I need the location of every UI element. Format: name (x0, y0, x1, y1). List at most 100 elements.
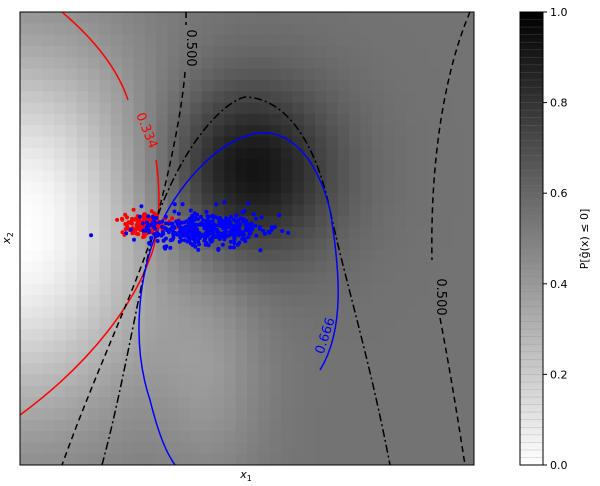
heatmap-cell (178, 136, 191, 149)
heatmap-cell (315, 317, 328, 330)
heatmap-cell (258, 34, 271, 47)
heatmap-cell (42, 12, 55, 24)
heatmap-cell (20, 57, 32, 70)
heatmap-cell (394, 68, 407, 81)
heatmap-cell (247, 170, 259, 183)
heatmap-cell (383, 113, 396, 126)
heatmap-cell (212, 261, 225, 274)
heatmap-cell (292, 453, 305, 465)
heatmap-cell (212, 34, 225, 47)
heatmap-cell (371, 91, 384, 104)
heatmap-cell (133, 249, 146, 262)
heatmap-cell (428, 340, 441, 353)
heatmap-cell (428, 442, 441, 455)
heatmap-cell (167, 45, 180, 58)
heatmap-cell (349, 34, 362, 47)
heatmap-cell (258, 12, 271, 24)
heatmap-cell (133, 295, 146, 308)
heatmap-cell (349, 147, 362, 160)
heatmap-cell (20, 227, 32, 240)
heatmap-cell (65, 397, 78, 409)
heatmap-cell (394, 408, 407, 421)
heatmap-cell (65, 34, 78, 47)
scatter-point (146, 214, 151, 219)
heatmap-cell (167, 136, 180, 149)
heatmap-cell (224, 91, 237, 104)
heatmap-cell (224, 102, 237, 115)
colorbar-tick-label: 1.0 (550, 6, 568, 19)
heatmap-cell (394, 147, 407, 160)
heatmap-cell (65, 306, 78, 319)
heatmap-cell (394, 363, 407, 375)
heatmap-cell (383, 261, 396, 274)
scatter-point (163, 214, 168, 219)
scatter-point (272, 225, 277, 229)
heatmap-cell (349, 306, 362, 319)
heatmap-cell (144, 170, 157, 183)
heatmap-cell (247, 159, 259, 172)
heatmap-cell (201, 193, 214, 206)
heatmap-cell (405, 295, 418, 308)
heatmap-cell (201, 363, 214, 375)
heatmap-cell (292, 23, 305, 36)
heatmap-cell (178, 113, 191, 126)
heatmap-cell (65, 159, 78, 172)
heatmap-cell (178, 125, 191, 138)
heatmap-cell (212, 249, 225, 262)
heatmap-cell (258, 363, 271, 375)
heatmap-cell (54, 374, 66, 387)
heatmap-cell (156, 419, 169, 432)
heatmap-cell (178, 57, 191, 70)
scatter-point (170, 216, 175, 221)
heatmap-cell (383, 385, 396, 398)
heatmap-cell (405, 136, 418, 149)
heatmap-cell (122, 193, 135, 206)
heatmap-cell (439, 23, 452, 36)
heatmap-cell (360, 453, 373, 465)
scatter-point (136, 219, 141, 223)
heatmap-cell (371, 442, 384, 455)
scatter-points (89, 200, 291, 253)
heatmap-cell (428, 159, 441, 172)
heatmap-cell (371, 227, 384, 240)
heatmap-cell (269, 340, 282, 353)
heatmap-cell (144, 317, 157, 330)
heatmap-cell (110, 374, 123, 387)
heatmap-cell (144, 125, 157, 138)
heatmap-cell (133, 147, 146, 160)
heatmap-cell (292, 170, 305, 183)
heatmap-cell (88, 204, 101, 217)
scatter-point (193, 234, 198, 239)
heatmap-cell (42, 363, 55, 375)
heatmap-cell (315, 374, 328, 387)
heatmap-cell (212, 12, 225, 24)
heatmap-cell (360, 57, 373, 70)
heatmap-cell (360, 374, 373, 387)
heatmap-cell (417, 317, 430, 330)
heatmap-cell (110, 317, 123, 330)
heatmap-cell (451, 170, 464, 183)
heatmap-cell (224, 249, 237, 262)
heatmap-cell (31, 317, 44, 330)
heatmap-cell (122, 397, 135, 409)
heatmap-cell (337, 170, 350, 183)
heatmap-cell (462, 215, 474, 228)
scatter-point (178, 225, 183, 230)
heatmap-cell (247, 340, 259, 353)
heatmap-cell (303, 329, 316, 342)
heatmap-cell (76, 374, 89, 387)
heatmap-cell (258, 317, 271, 330)
heatmap-cell (178, 204, 191, 217)
heatmap-cell (326, 329, 339, 342)
heatmap-cell (31, 351, 44, 364)
heatmap-cell (281, 261, 293, 274)
scatter-point (89, 233, 94, 238)
heatmap-cell (201, 113, 214, 126)
heatmap-cell (88, 317, 101, 330)
heatmap-cell (315, 249, 328, 262)
heatmap-cell (405, 147, 418, 160)
heatmap-cell (428, 374, 441, 387)
heatmap-cell (394, 261, 407, 274)
heatmap-cell (281, 91, 293, 104)
scatter-point (177, 239, 182, 244)
